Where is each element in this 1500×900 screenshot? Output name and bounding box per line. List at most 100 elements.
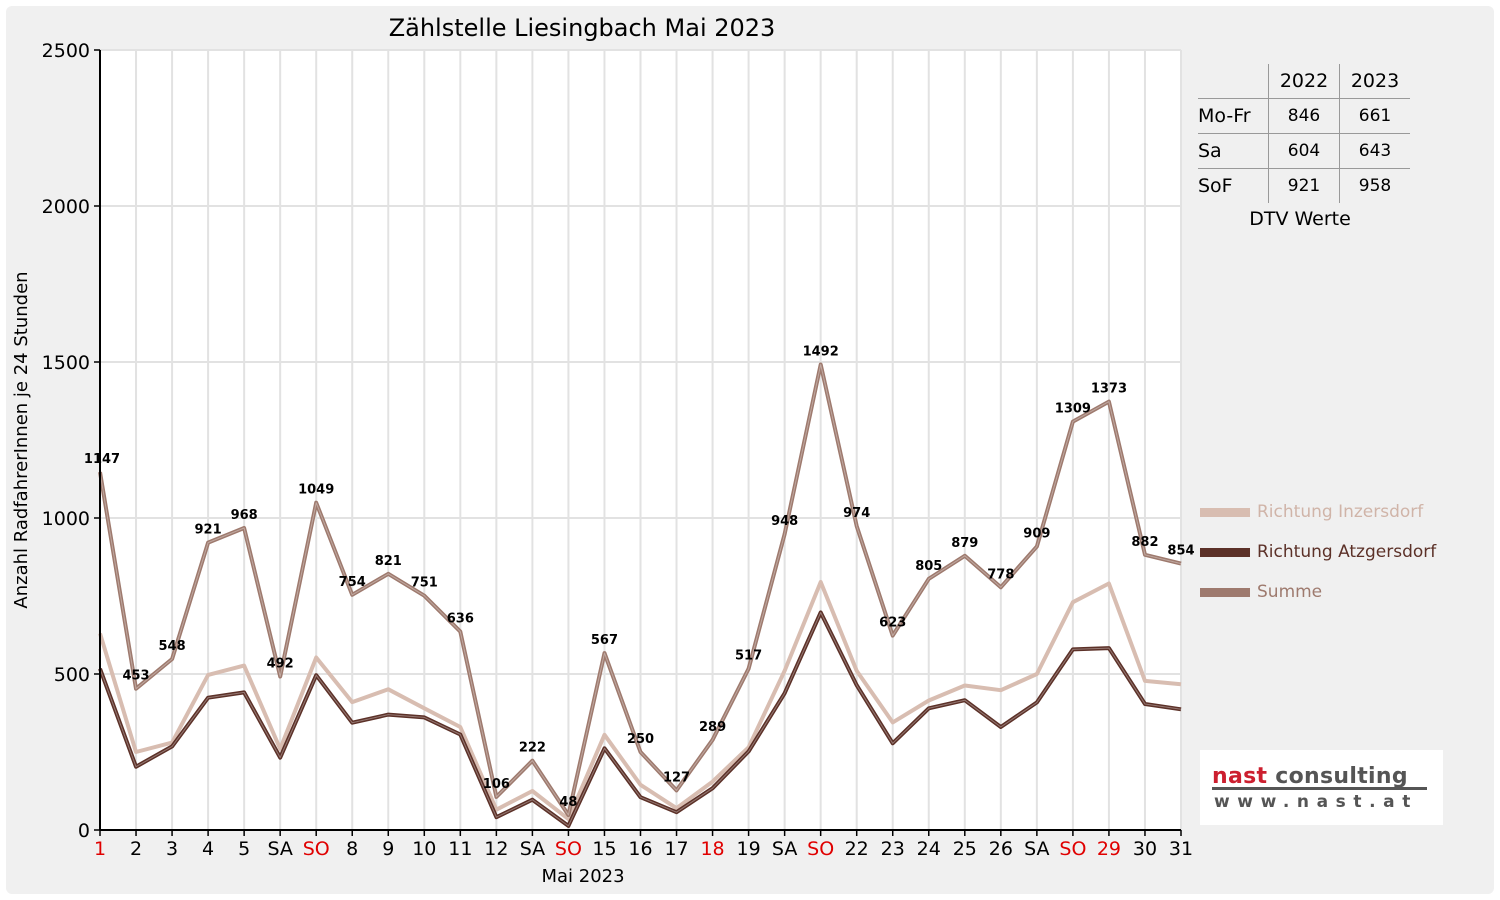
x-tick-label: 16 <box>628 838 652 860</box>
x-tick-label: 11 <box>448 838 472 860</box>
x-tick-label: 18 <box>700 838 724 860</box>
x-axis-label: Mai 2023 <box>541 866 624 887</box>
y-axis-label: Anzahl RadfahrerInnen je 24 Stunden <box>11 271 32 608</box>
x-tick-label: 5 <box>238 838 250 860</box>
series-line-outline <box>98 610 1182 828</box>
legend-swatch <box>1200 587 1250 597</box>
legend-swatch <box>1200 547 1250 557</box>
logo-url: www.nast.at <box>1214 792 1418 812</box>
data-label: 879 <box>951 536 978 551</box>
x-tick-label: 25 <box>953 838 977 860</box>
y-tick-label: 2500 <box>42 40 90 62</box>
dtv-value: 661 <box>1339 98 1410 134</box>
dtv-header-2023: 2023 <box>1339 64 1410 99</box>
legend-label: Richtung Atzgersdorf <box>1257 542 1437 562</box>
x-tick-label: SO <box>807 838 834 860</box>
logo-divider <box>1212 787 1427 790</box>
x-tick-label: 31 <box>1169 838 1193 860</box>
y-tick-label: 500 <box>54 664 90 686</box>
data-label: 909 <box>1023 526 1050 541</box>
dtv-row-label: Mo-Fr <box>1198 98 1269 134</box>
dtv-header-row: 2022 2023 <box>1198 64 1410 99</box>
data-label: 974 <box>843 506 870 521</box>
data-labels: 1147 453 548 921 968 492 1049 754 821 751 636 106 22… <box>84 344 1195 810</box>
x-tick-label: 23 <box>881 838 905 860</box>
y-tick-label: 0 <box>78 820 90 842</box>
series-line <box>98 580 1182 822</box>
data-label: 250 <box>627 732 654 747</box>
x-tick-label: 22 <box>845 838 869 860</box>
data-label: 48 <box>559 795 577 810</box>
data-label: 1309 <box>1055 402 1091 417</box>
dtv-value: 643 <box>1339 133 1410 169</box>
x-tick-label: 4 <box>202 838 214 860</box>
data-label: 854 <box>1167 544 1194 559</box>
chart-title: Zählstelle Liesingbach Mai 2023 <box>389 14 776 42</box>
x-tick-label: 3 <box>166 838 178 860</box>
x-tick-label: SA <box>1024 838 1049 860</box>
legend-swatch <box>1200 507 1250 517</box>
x-tick-label: 24 <box>917 838 941 860</box>
data-label: 1049 <box>298 483 334 498</box>
legend-item: Richtung Inzersdorf <box>1200 492 1436 532</box>
x-tick-label: SO <box>555 838 582 860</box>
series-lines <box>98 362 1182 828</box>
data-label: 882 <box>1131 535 1158 550</box>
grid-lines <box>100 49 1182 830</box>
data-label: 106 <box>483 777 510 792</box>
data-label: 567 <box>591 633 618 648</box>
dtv-value: 846 <box>1268 98 1340 134</box>
data-label: 1373 <box>1091 382 1127 397</box>
x-tick-label: SA <box>267 838 292 860</box>
legend-item: Richtung Atzgersdorf <box>1200 532 1436 572</box>
x-tick-label: 19 <box>737 838 761 860</box>
data-label: 127 <box>663 770 690 785</box>
dtv-row-label: SoF <box>1198 175 1233 197</box>
x-tick-label: 9 <box>382 838 394 860</box>
x-tick-label: 26 <box>989 838 1013 860</box>
legend: Richtung Inzersdorf Richtung Atzgersdorf… <box>1200 492 1436 612</box>
dtv-table: 2022 2023 Mo-Fr 846 661 Sa 604 643 SoF 9… <box>1198 64 1410 203</box>
series-line-outline <box>98 362 1182 817</box>
x-tick-label: 10 <box>412 838 436 860</box>
data-label: 778 <box>987 567 1014 582</box>
logo-wordmark: nast consulting <box>1212 764 1408 789</box>
y-tick-label: 1500 <box>42 352 90 374</box>
logo-word1: nast <box>1212 764 1268 789</box>
dtv-caption: DTV Werte <box>1249 208 1351 230</box>
legend-item: Summe <box>1200 572 1436 612</box>
x-tick-label: SO <box>1059 838 1086 860</box>
data-label: 751 <box>411 576 438 591</box>
x-tick-label: 1 <box>94 838 106 860</box>
dtv-row: SoF 921 958 <box>1198 168 1410 203</box>
data-label: 921 <box>195 523 222 538</box>
data-label: 289 <box>699 720 726 735</box>
dtv-value: 958 <box>1339 168 1410 203</box>
x-tick-label: 15 <box>592 838 616 860</box>
x-tick-label: 2 <box>130 838 142 860</box>
dtv-value: 604 <box>1268 133 1340 169</box>
x-tick-label: 12 <box>484 838 508 860</box>
data-label: 548 <box>158 639 185 654</box>
data-label: 517 <box>735 649 762 664</box>
data-label: 636 <box>447 612 474 627</box>
series-line-highlight <box>99 612 1182 827</box>
series-line-highlight <box>99 364 1182 816</box>
data-label: 821 <box>375 554 402 569</box>
dtv-header-empty <box>1198 64 1269 99</box>
x-tick-label: 30 <box>1133 838 1157 860</box>
company-logo: nast consulting www.nast.at <box>1200 750 1443 825</box>
dtv-row: Mo-Fr 846 661 <box>1198 98 1410 134</box>
dtv-header-2022: 2022 <box>1268 64 1340 99</box>
x-tick-label: SA <box>520 838 545 860</box>
y-tick-label: 2000 <box>42 196 90 218</box>
legend-label: Richtung Inzersdorf <box>1257 502 1424 522</box>
legend-label: Summe <box>1257 582 1323 602</box>
x-tick-label: SA <box>772 838 797 860</box>
y-tick-label: 1000 <box>42 508 90 530</box>
data-label: 968 <box>231 508 258 523</box>
x-tick-label: 29 <box>1097 838 1121 860</box>
dtv-row: Sa 604 643 <box>1198 133 1410 169</box>
